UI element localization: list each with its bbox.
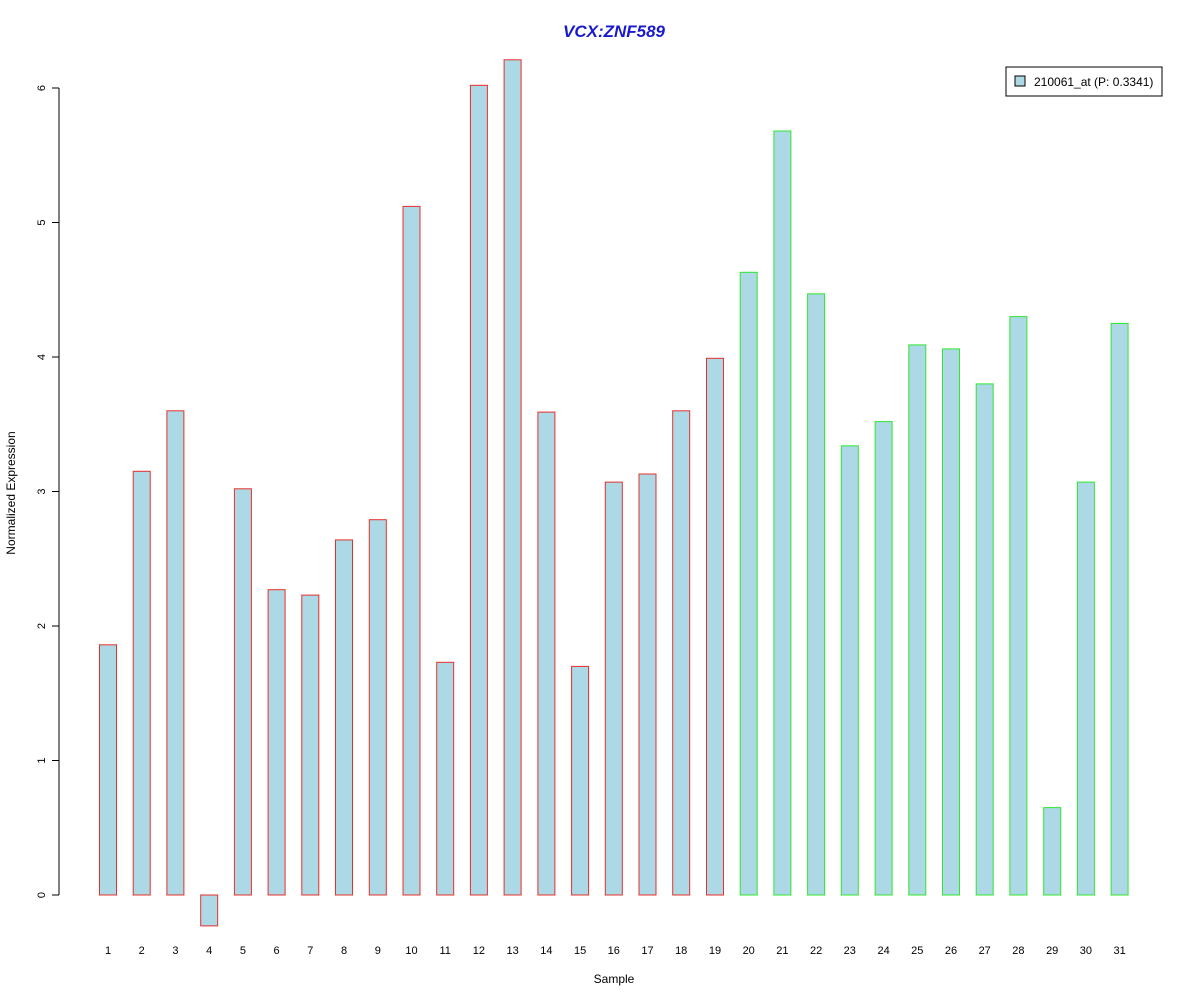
bar-28: [1009, 316, 1028, 896]
y-tick-label: 2: [36, 623, 48, 629]
x-tick-label: 7: [307, 945, 313, 957]
y-tick-label: 4: [36, 354, 48, 360]
x-tick-labels: 1 2 3 4 5 6 7 8 9 10 11 12 13 14 15 16 17 18 19 20 21 22 23 24 2…: [105, 945, 1126, 957]
bar-2: [132, 470, 151, 896]
x-tick-label: 21: [776, 945, 788, 957]
bar-5: [233, 488, 252, 896]
bar-29: [1043, 807, 1062, 896]
bar-18: [672, 410, 691, 896]
x-tick-label: 30: [1080, 945, 1092, 957]
bar-4: [200, 894, 219, 927]
bar-6: [267, 589, 286, 896]
y-axis: 0 1 2 3 4 5 6: [36, 85, 60, 898]
bar-24: [874, 421, 893, 896]
legend-swatch: [1014, 75, 1026, 87]
x-tick-label: 2: [139, 945, 145, 957]
x-tick-label: 3: [172, 945, 178, 957]
x-tick-label: 19: [709, 945, 721, 957]
bar-16: [604, 481, 623, 896]
y-tick-label: 5: [36, 219, 48, 225]
x-tick-label: 31: [1113, 945, 1125, 957]
bar-13: [503, 59, 522, 896]
x-tick-label: 23: [844, 945, 856, 957]
bar-31: [1110, 322, 1129, 896]
bar-7: [301, 594, 320, 896]
x-tick-label: 22: [810, 945, 822, 957]
x-tick-label: 25: [911, 945, 923, 957]
y-tick-label: 6: [36, 85, 48, 91]
x-tick-label: 24: [877, 945, 889, 957]
bar-8: [335, 539, 353, 896]
legend: 210061_at (P: 0.3341): [1005, 66, 1163, 97]
x-tick-label: 12: [473, 945, 485, 957]
bar-19: [706, 357, 724, 896]
x-tick-label: 13: [506, 945, 518, 957]
bar-26: [942, 348, 960, 896]
y-tick-label: 1: [36, 757, 48, 763]
bar-17: [638, 473, 657, 896]
x-tick-label: 14: [540, 945, 552, 957]
y-tick-label: 0: [36, 892, 48, 898]
x-tick-label: 18: [675, 945, 687, 957]
x-tick-label: 17: [641, 945, 653, 957]
bar-1: [99, 644, 117, 896]
x-tick-label: 20: [743, 945, 755, 957]
x-tick-label: 6: [274, 945, 280, 957]
x-tick-label: 27: [979, 945, 991, 957]
bar-10: [402, 205, 421, 896]
bar-20: [739, 271, 758, 896]
bars: [99, 59, 1129, 927]
x-tick-label: 4: [206, 945, 212, 957]
x-axis-label: Sample: [594, 972, 635, 986]
x-tick-label: 28: [1012, 945, 1024, 957]
y-axis-label: Normalized Expression: [4, 431, 18, 554]
legend-box: [1005, 66, 1163, 97]
bar-25: [908, 344, 927, 896]
x-tick-label: 15: [574, 945, 586, 957]
bar-23: [840, 445, 859, 896]
x-tick-label: 9: [375, 945, 381, 957]
bar-9: [368, 519, 387, 896]
bar-21: [773, 130, 792, 896]
y-tick-label: 3: [36, 488, 48, 494]
bar-14: [537, 411, 556, 896]
legend-label: 210061_at (P: 0.3341): [1034, 75, 1153, 89]
bar-27: [975, 383, 994, 896]
bar-12: [469, 84, 488, 896]
bar-22: [807, 293, 826, 896]
bar-15: [571, 665, 590, 896]
chart-title: VCX:ZNF589: [563, 22, 666, 41]
bar-3: [166, 410, 185, 896]
bar-30: [1076, 481, 1095, 896]
x-tick-label: 1: [105, 945, 111, 957]
x-tick-label: 26: [945, 945, 957, 957]
x-tick-label: 11: [439, 945, 450, 957]
x-tick-label: 16: [608, 945, 620, 957]
x-tick-label: 10: [405, 945, 417, 957]
x-tick-label: 8: [341, 945, 347, 957]
bar-11: [436, 661, 455, 896]
x-tick-label: 29: [1046, 945, 1058, 957]
x-tick-label: 5: [240, 945, 246, 957]
